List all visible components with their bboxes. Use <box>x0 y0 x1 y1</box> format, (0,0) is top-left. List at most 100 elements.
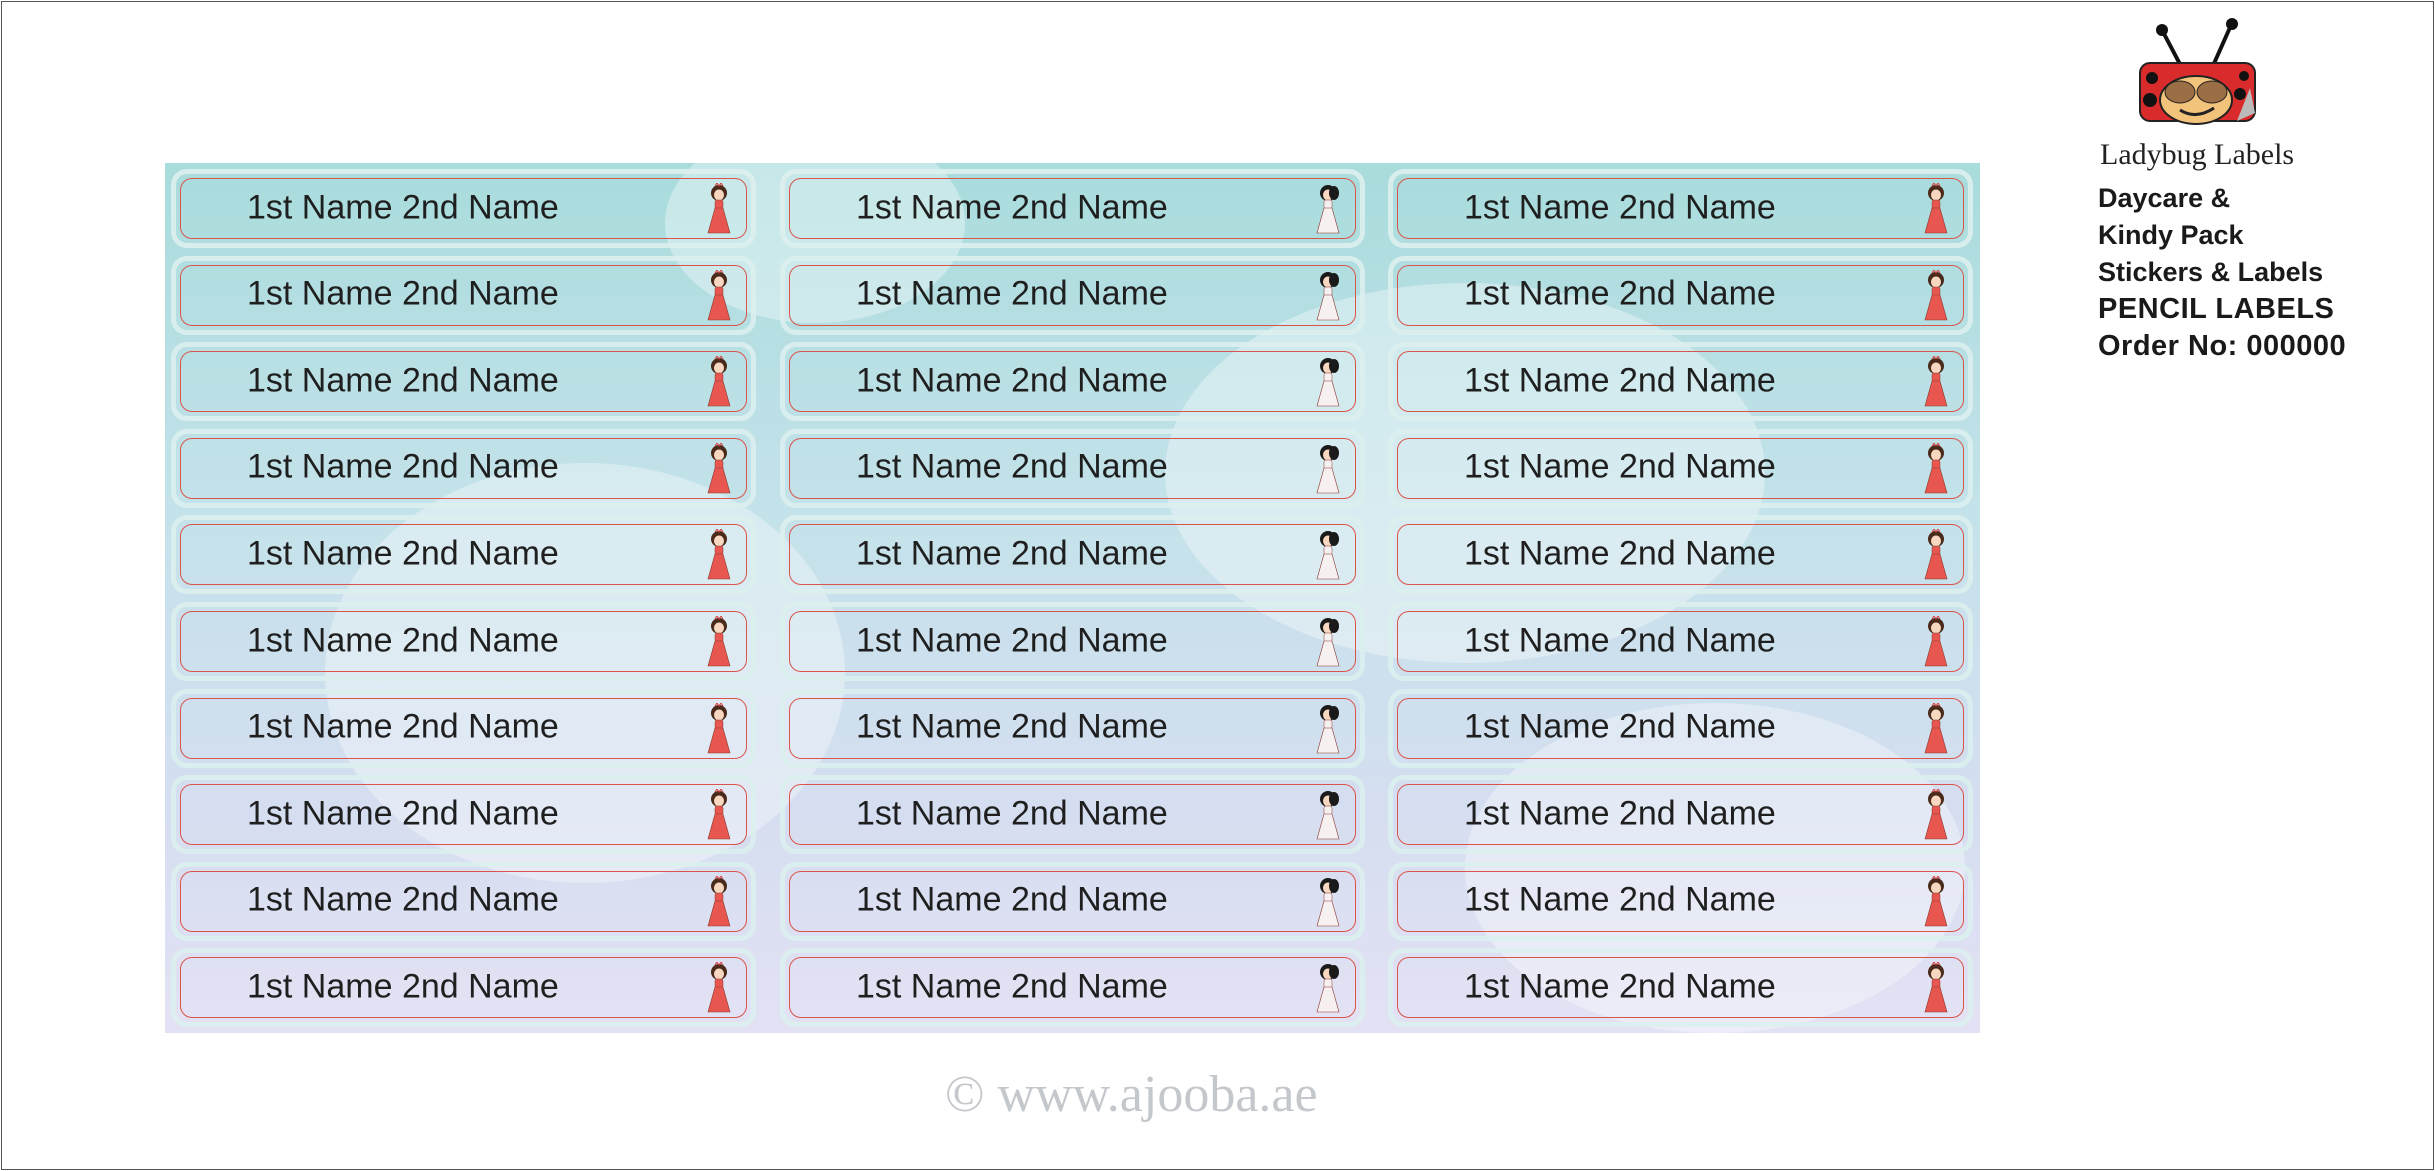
label-border <box>789 611 1356 672</box>
label-border <box>1397 697 1964 759</box>
white-dress-princess-icon <box>1316 964 1340 1013</box>
name-label: 1st Name 2nd Name <box>1388 861 1973 941</box>
label-name-text: 1st Name 2nd Name <box>1464 361 1776 400</box>
name-label: 1st Name 2nd Name <box>1388 775 1973 855</box>
red-dress-princess-icon <box>1924 702 1948 753</box>
name-label: 1st Name 2nd Name <box>171 602 756 681</box>
name-label: 1st Name 2nd Name <box>171 861 756 941</box>
brand-name: Ladybug Labels <box>2100 138 2295 171</box>
name-label: 1st Name 2nd Name <box>1388 255 1973 335</box>
name-label: 1st Name 2nd Name <box>171 515 756 595</box>
label-border <box>180 437 747 499</box>
red-dress-princess-icon <box>707 875 731 927</box>
red-dress-princess-icon <box>1924 269 1948 320</box>
name-label: 1st Name 2nd Name <box>780 775 1365 855</box>
red-dress-princess-icon <box>707 356 731 407</box>
label-name-text: 1st Name 2nd Name <box>856 534 1168 573</box>
label-border <box>180 524 747 586</box>
brand-line-3: Stickers & Labels <box>2098 257 2324 287</box>
label-border <box>789 957 1356 1019</box>
label-border <box>789 870 1356 932</box>
brand-panel: Ladybug Labels Daycare & Kindy Pack Stic… <box>2098 18 2346 365</box>
red-dress-princess-icon <box>1924 183 1948 234</box>
label-name-text: 1st Name 2nd Name <box>856 361 1168 400</box>
white-dress-princess-icon <box>1316 791 1340 840</box>
white-dress-princess-icon <box>1316 358 1340 407</box>
name-label: 1st Name 2nd Name <box>780 342 1365 422</box>
red-dress-princess-icon <box>707 962 731 1013</box>
label-border <box>180 351 747 413</box>
label-border <box>1397 437 1964 499</box>
red-dress-princess-icon <box>1924 616 1948 667</box>
label-name-text: 1st Name 2nd Name <box>247 881 559 920</box>
brand-line-2: Kindy Pack <box>2098 220 2244 250</box>
red-dress-princess-icon <box>707 616 731 667</box>
name-label: 1st Name 2nd Name <box>780 428 1365 508</box>
brand-line-1: Daycare & <box>2098 183 2231 213</box>
label-border <box>180 697 747 759</box>
label-name-text: 1st Name 2nd Name <box>1464 881 1776 920</box>
label-name-text: 1st Name 2nd Name <box>856 881 1168 920</box>
label-border <box>789 437 1356 499</box>
label-border <box>789 264 1356 326</box>
label-border <box>789 697 1356 759</box>
label-name-text: 1st Name 2nd Name <box>856 967 1168 1006</box>
label-border <box>789 524 1356 586</box>
label-name-text: 1st Name 2nd Name <box>247 361 559 400</box>
name-label: 1st Name 2nd Name <box>780 602 1365 681</box>
red-dress-princess-icon <box>707 269 731 320</box>
red-dress-princess-icon <box>707 442 731 494</box>
red-dress-princess-icon <box>707 789 731 840</box>
name-label: 1st Name 2nd Name <box>171 688 756 768</box>
name-label: 1st Name 2nd Name <box>1388 602 1973 681</box>
label-name-text: 1st Name 2nd Name <box>247 274 559 313</box>
label-border <box>180 784 747 846</box>
label-name-text: 1st Name 2nd Name <box>247 621 559 660</box>
label-name-text: 1st Name 2nd Name <box>1464 794 1776 833</box>
label-border <box>180 264 747 326</box>
name-label: 1st Name 2nd Name <box>1388 169 1973 248</box>
label-border <box>789 178 1356 239</box>
label-name-text: 1st Name 2nd Name <box>1464 621 1776 660</box>
name-label: 1st Name 2nd Name <box>780 515 1365 595</box>
label-border <box>1397 264 1964 326</box>
label-border <box>1397 178 1964 239</box>
label-name-text: 1st Name 2nd Name <box>856 794 1168 833</box>
label-name-text: 1st Name 2nd Name <box>1464 534 1776 573</box>
label-border <box>180 611 747 672</box>
name-label: 1st Name 2nd Name <box>171 775 756 855</box>
name-label: 1st Name 2nd Name <box>780 169 1365 248</box>
name-label: 1st Name 2nd Name <box>171 342 756 422</box>
label-border <box>789 351 1356 413</box>
label-name-text: 1st Name 2nd Name <box>1464 967 1776 1006</box>
label-name-text: 1st Name 2nd Name <box>856 188 1168 227</box>
label-border <box>180 178 747 239</box>
label-name-text: 1st Name 2nd Name <box>247 534 559 573</box>
label-border <box>1397 784 1964 846</box>
name-label: 1st Name 2nd Name <box>1388 515 1973 595</box>
red-dress-princess-icon <box>1924 442 1948 494</box>
name-label: 1st Name 2nd Name <box>780 688 1365 768</box>
name-label: 1st Name 2nd Name <box>171 428 756 508</box>
label-name-text: 1st Name 2nd Name <box>247 188 559 227</box>
label-name-text: 1st Name 2nd Name <box>856 707 1168 746</box>
white-dress-princess-icon <box>1316 877 1340 927</box>
white-dress-princess-icon <box>1316 185 1340 234</box>
white-dress-princess-icon <box>1316 618 1340 667</box>
label-border <box>789 784 1356 846</box>
white-dress-princess-icon <box>1316 704 1340 753</box>
label-border <box>1397 870 1964 932</box>
red-dress-princess-icon <box>1924 962 1948 1013</box>
name-label: 1st Name 2nd Name <box>1388 688 1973 768</box>
name-label: 1st Name 2nd Name <box>780 948 1365 1028</box>
label-border <box>180 870 747 932</box>
white-dress-princess-icon <box>1316 444 1340 494</box>
order-number: Order No: 000000 <box>2098 330 2347 362</box>
name-label: 1st Name 2nd Name <box>780 255 1365 335</box>
label-border <box>180 957 747 1019</box>
name-label: 1st Name 2nd Name <box>171 948 756 1028</box>
red-dress-princess-icon <box>1924 789 1948 840</box>
watermark: © www.ajooba.ae <box>945 1066 1318 1123</box>
label-name-text: 1st Name 2nd Name <box>1464 274 1776 313</box>
label-name-text: 1st Name 2nd Name <box>247 967 559 1006</box>
